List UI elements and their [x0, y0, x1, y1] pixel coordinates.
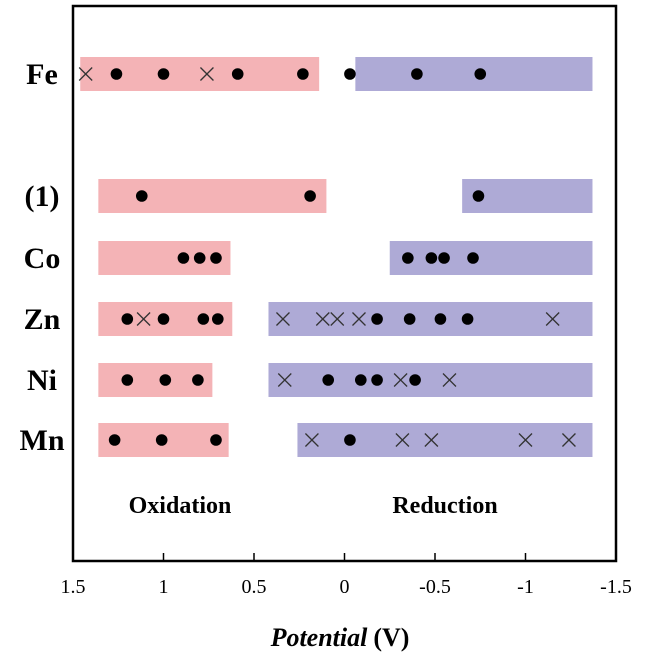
- dot-marker-ni: [354, 374, 367, 386]
- marker-layer: [78, 67, 576, 447]
- dot-marker-ni: [371, 374, 383, 386]
- dot-marker-ni: [322, 374, 335, 386]
- dot-marker-zn: [121, 313, 134, 325]
- reduction-band-zn: [268, 302, 593, 336]
- dot-marker-ni: [192, 374, 204, 386]
- row-label-mn: Mn: [20, 424, 65, 457]
- dot-marker-fe: [297, 68, 309, 80]
- cross-marker-ni: [393, 373, 408, 387]
- x-axis-label-unit: (V): [373, 623, 409, 652]
- dot-marker-co: [193, 252, 206, 264]
- dot-marker-ni: [159, 374, 172, 386]
- cross-marker-fe: [199, 67, 214, 81]
- cross-marker-mn: [395, 433, 410, 447]
- cross-marker-zn: [276, 312, 290, 326]
- row-label-co: Co: [24, 242, 61, 275]
- dot-marker-mn: [155, 434, 168, 446]
- x-axis-label-name: Potential: [270, 623, 369, 652]
- dot-marker-fe: [157, 68, 170, 80]
- dot-marker-zn: [434, 313, 447, 325]
- dot-marker-co: [438, 252, 450, 264]
- x-tick-label: 0.5: [242, 576, 267, 598]
- dot-marker-1: [472, 190, 485, 202]
- band-layer: [80, 57, 593, 457]
- x-axis-label: Potential (V): [270, 623, 410, 652]
- row-label-layer: Fe (1) Co Zn Ni Mn: [20, 58, 65, 457]
- dot-marker-zn: [212, 313, 224, 325]
- cross-marker-mn: [424, 433, 439, 447]
- dot-marker-zn: [157, 313, 170, 325]
- cross-marker-zn: [136, 312, 151, 326]
- cross-marker-ni: [277, 373, 292, 387]
- x-axis-ticks: 1.5 1 0.5 0 -0.5 -1 -1.5: [61, 553, 632, 598]
- row-label-fe: Fe: [26, 58, 58, 91]
- dot-marker-fe: [411, 68, 423, 80]
- dot-marker-ni: [409, 374, 421, 386]
- dot-marker-fe: [231, 68, 244, 80]
- x-tick-label: 1.5: [61, 576, 86, 598]
- cross-marker-zn: [545, 312, 560, 326]
- dot-marker-zn: [197, 313, 210, 325]
- oxidation-band-1: [98, 179, 327, 213]
- cross-marker-zn: [315, 312, 330, 326]
- dot-marker-mn: [108, 434, 121, 446]
- dot-marker-fe: [110, 68, 123, 80]
- row-label-1: (1): [25, 180, 60, 213]
- dot-marker-mn: [210, 434, 222, 446]
- dot-marker-ni: [121, 374, 134, 386]
- dot-marker-fe: [344, 68, 356, 80]
- cross-marker-mn: [561, 433, 576, 447]
- oxidation-band-co: [98, 241, 231, 275]
- dot-marker-co: [177, 252, 190, 264]
- dot-marker-mn: [344, 434, 356, 446]
- cross-marker-fe: [78, 67, 93, 81]
- dot-marker-co: [467, 252, 479, 264]
- dot-marker-zn: [371, 313, 383, 325]
- oxidation-label: Oxidation: [129, 493, 232, 519]
- row-label-ni: Ni: [27, 364, 57, 397]
- cross-marker-mn: [304, 433, 319, 447]
- dot-marker-co: [210, 252, 222, 264]
- reduction-band-fe: [355, 57, 593, 91]
- cross-marker-ni: [442, 373, 457, 387]
- row-label-zn: Zn: [24, 303, 61, 336]
- reduction-band-co: [389, 241, 593, 275]
- reduction-band-ni: [268, 363, 593, 397]
- dot-marker-1: [304, 190, 316, 202]
- section-label-layer: Oxidation Reduction: [129, 493, 498, 519]
- dot-marker-co: [402, 252, 414, 264]
- cross-marker-mn: [518, 433, 533, 447]
- dot-marker-zn: [461, 313, 474, 325]
- dot-marker-1: [135, 190, 148, 202]
- cross-marker-zn: [352, 312, 366, 326]
- x-tick-label: -1.5: [600, 576, 632, 598]
- reduction-label: Reduction: [392, 493, 497, 519]
- dot-marker-zn: [403, 313, 416, 325]
- dot-marker-fe: [474, 68, 487, 80]
- x-tick-label: 0: [340, 576, 350, 598]
- reduction-band-mn: [297, 423, 593, 457]
- cross-marker-zn: [330, 312, 345, 326]
- x-tick-label: -0.5: [419, 576, 451, 598]
- x-tick-label: 1: [159, 576, 169, 598]
- dot-marker-co: [425, 252, 438, 264]
- x-tick-label: -1: [517, 576, 534, 598]
